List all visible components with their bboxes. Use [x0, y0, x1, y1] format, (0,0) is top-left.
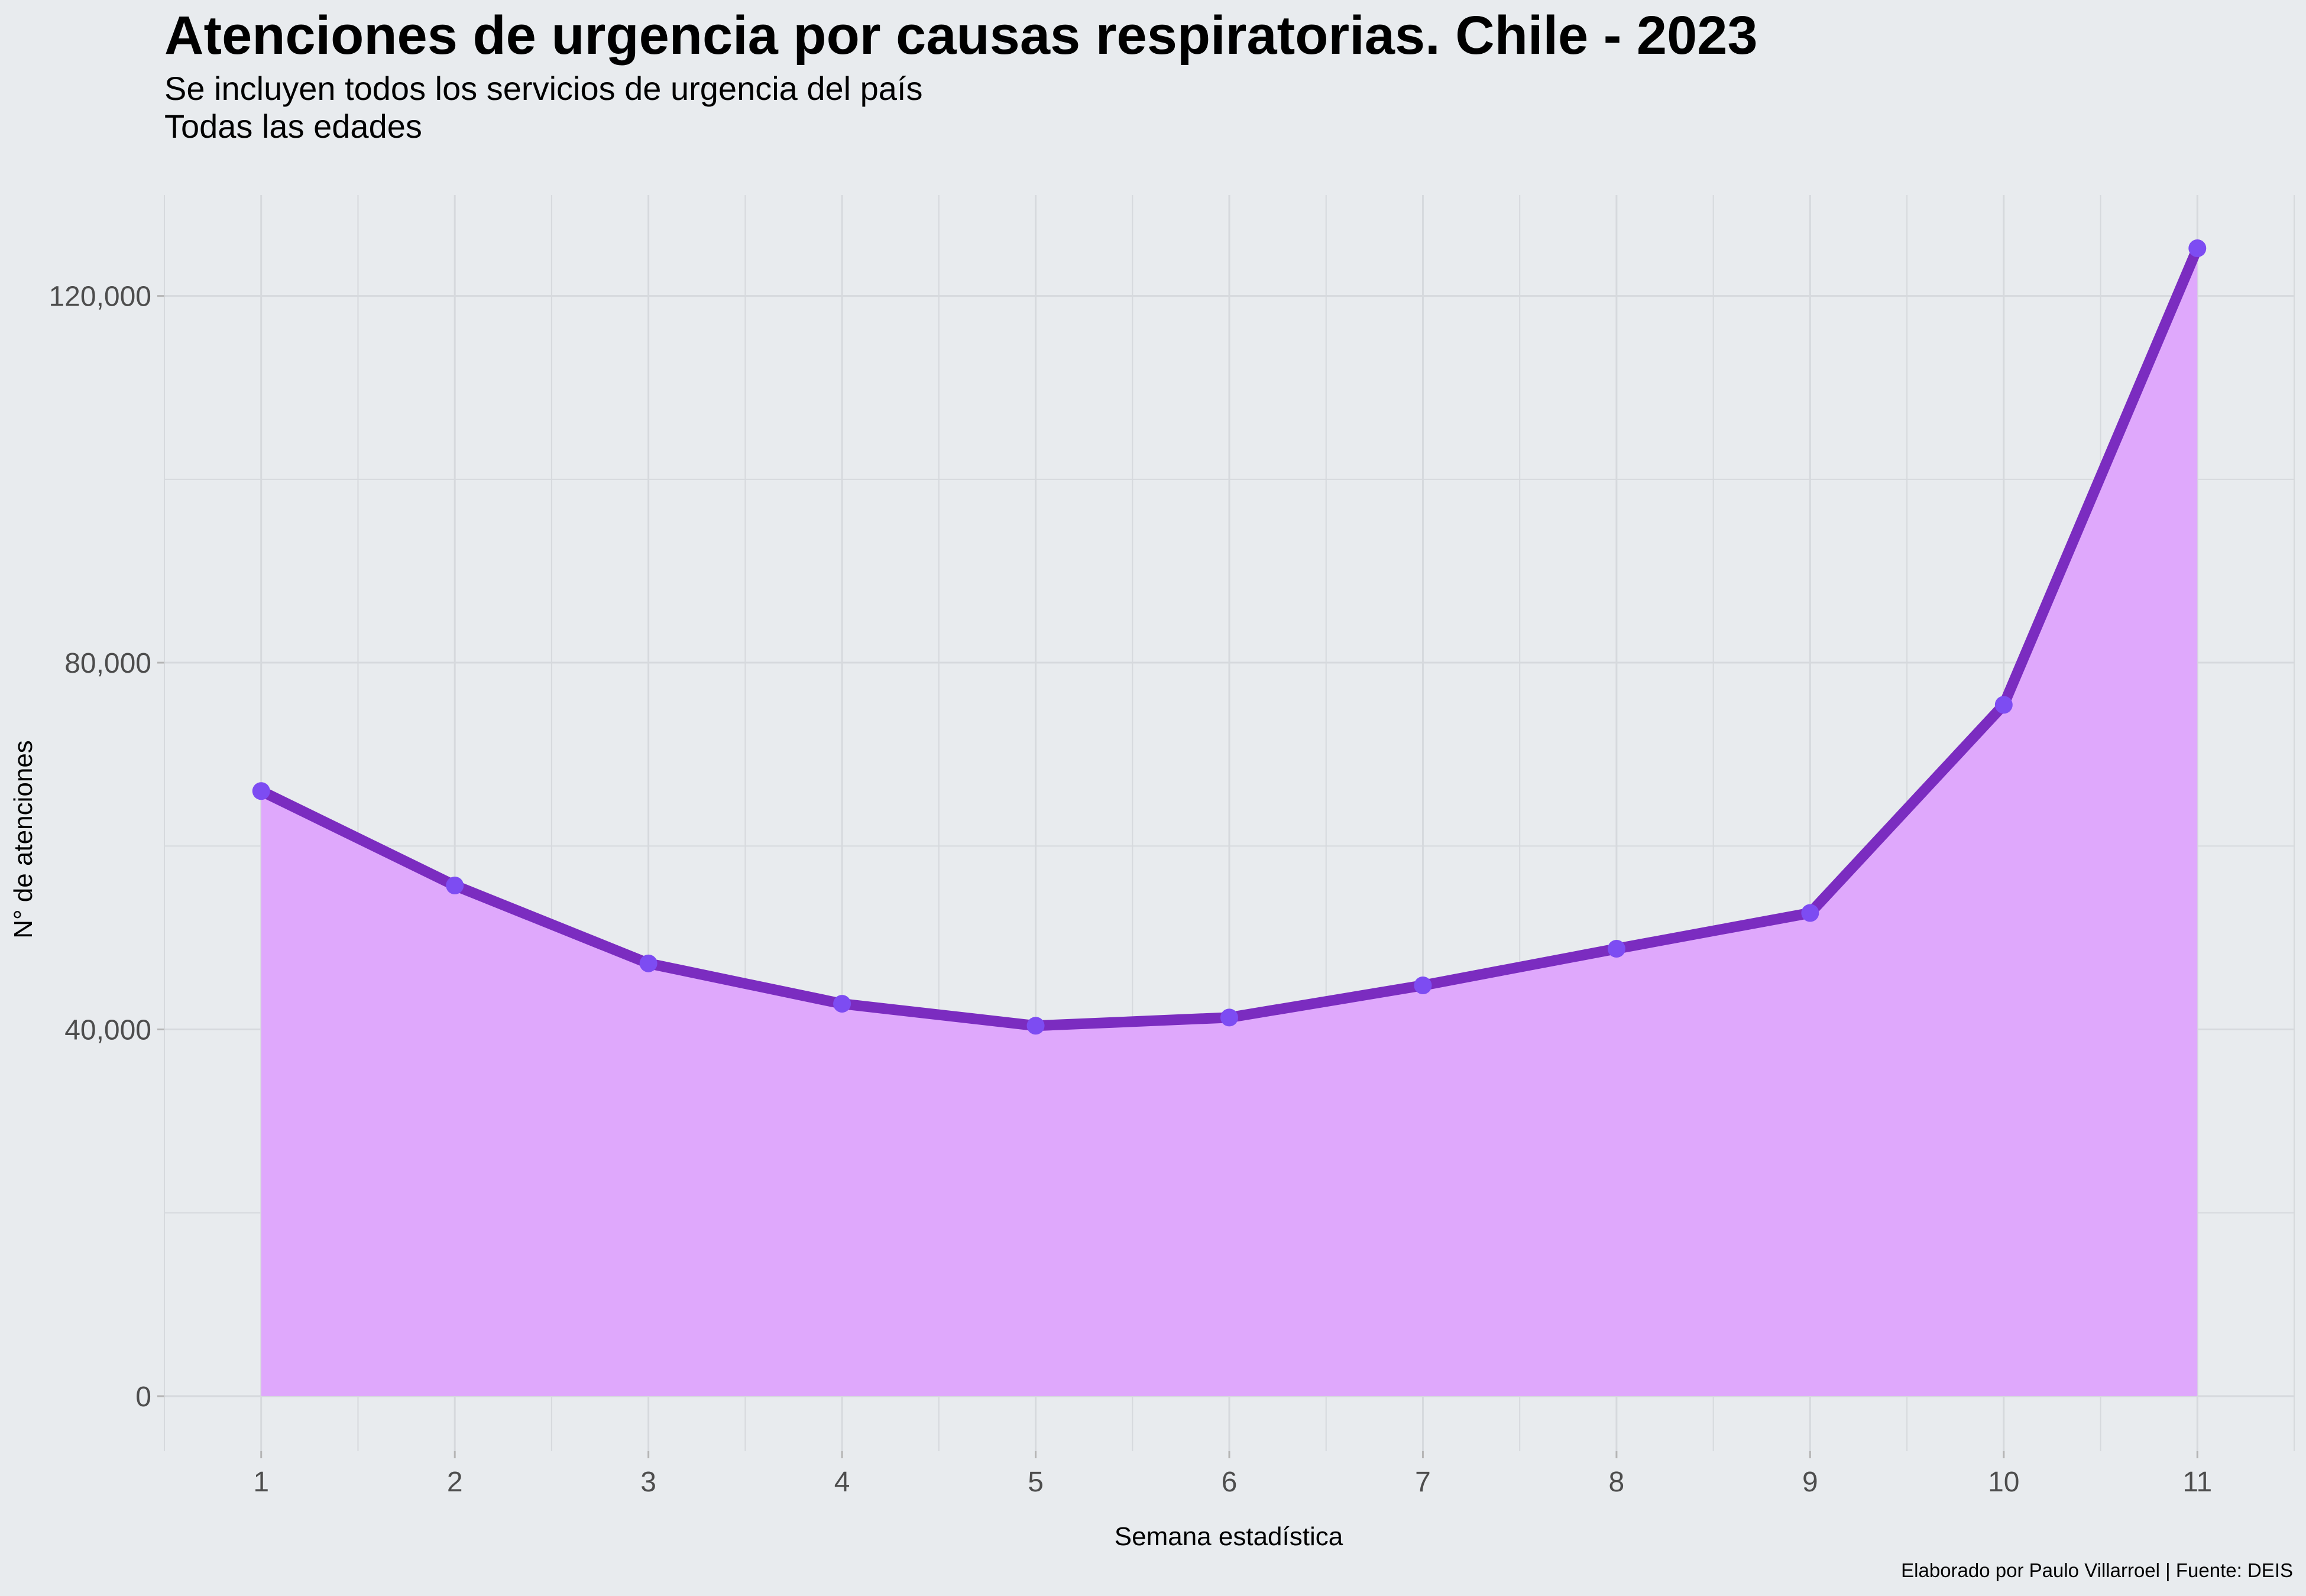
- y-tick-label: 80,000: [64, 648, 151, 679]
- y-tick-label: 120,000: [48, 281, 151, 313]
- x-tick-label: 10: [1988, 1467, 2019, 1498]
- data-point-week-1: [252, 782, 270, 800]
- data-point-week-4: [833, 995, 851, 1013]
- chart-caption: Elaborado por Paulo Villarroel | Fuente:…: [1901, 1559, 2293, 1581]
- area-fill: [261, 248, 2198, 1396]
- x-tick-label: 3: [640, 1467, 656, 1498]
- x-tick-label: 8: [1609, 1467, 1625, 1498]
- x-tick-label: 2: [447, 1467, 463, 1498]
- data-point-week-3: [639, 954, 658, 972]
- data-point-week-5: [1026, 1017, 1045, 1035]
- x-axis-label: Semana estadística: [1114, 1522, 1343, 1551]
- data-point-week-6: [1220, 1008, 1238, 1027]
- x-tick-label: 9: [1802, 1467, 1818, 1498]
- x-tick-label: 4: [834, 1467, 850, 1498]
- data-point-week-2: [446, 876, 464, 894]
- x-tick-label: 1: [253, 1467, 269, 1498]
- data-point-week-11: [2188, 239, 2207, 257]
- x-tick-label: 6: [1222, 1467, 1238, 1498]
- data-point-week-8: [1607, 940, 1625, 958]
- chart-subtitle: Se incluyen todos los servicios de urgen…: [164, 70, 923, 145]
- data-point-week-9: [1801, 904, 1819, 922]
- x-tick-label: 7: [1415, 1467, 1431, 1498]
- y-tick-label: 40,000: [64, 1014, 151, 1046]
- data-point-week-7: [1414, 977, 1432, 995]
- data-point-week-10: [1994, 696, 2013, 714]
- x-tick-label: 5: [1028, 1467, 1044, 1498]
- chart-title: Atenciones de urgencia por causas respir…: [164, 5, 1758, 66]
- y-tick-label: 0: [135, 1381, 151, 1413]
- x-tick-label: 11: [2182, 1467, 2212, 1498]
